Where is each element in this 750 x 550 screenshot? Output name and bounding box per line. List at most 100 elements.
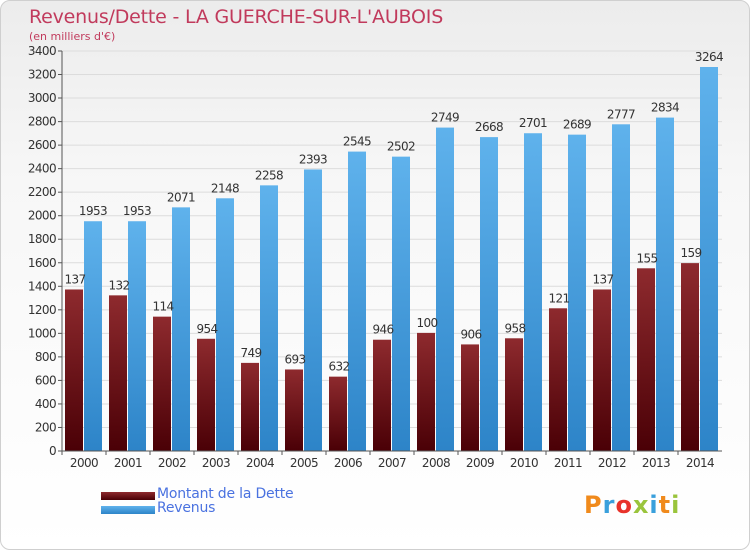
bar-dette [241,362,259,451]
bar-dette [681,263,699,451]
bar-dette [461,344,479,451]
value-label-revenus: 2502 [387,140,415,154]
value-label-dette: 155 [636,251,657,265]
value-label-dette: 946 [372,323,393,337]
value-label-dette: 954 [196,322,217,336]
bar-dette [549,308,567,451]
value-label-dette: 693 [284,352,305,366]
y-tick-label: 2600 [28,138,56,152]
value-label-revenus: 2689 [563,118,591,132]
value-label-revenus: 2749 [431,111,459,125]
value-labels: 1953 137 1953 132 2071 114 2148 954 2258 749 2393 6… [64,50,723,374]
axes: 0 200 400 600 800 1000 1200 1400 1600 1800 2000 220… [28,44,722,470]
y-tick-label: 2000 [28,209,56,223]
value-label-dette: 100 [416,316,437,330]
chart-title: Revenus/Dette - LA GUERCHE-SUR-L'AUBOIS [29,6,444,28]
logo-letter: i [671,491,681,519]
value-label-dette: 958 [504,321,525,335]
bar-dette [417,332,435,451]
x-tick-label: 2007 [378,456,406,470]
bar-revenus [304,169,322,451]
bar-revenus [568,134,586,451]
value-label-revenus: 2258 [255,168,283,182]
value-label-revenus: 2148 [211,181,239,195]
bar-dette [505,338,523,451]
logo-letter: i [649,491,659,519]
legend-swatch-revenue [101,506,155,514]
y-tick-label: 3000 [28,91,56,105]
value-label-revenus: 1953 [79,204,107,218]
bar-dette [109,295,127,451]
y-tick-label: 2200 [28,185,56,199]
value-label-dette: 137 [592,272,613,286]
bar-revenus [348,151,366,451]
value-label-revenus: 2834 [651,101,679,115]
legend-label-debt: Montant de la Dette [157,486,294,502]
y-tick-label: 2400 [28,162,56,176]
bar-revenus [128,221,146,451]
bar-dette [65,289,83,451]
value-label-dette: 121 [548,291,569,305]
y-tick-label: 1400 [28,279,56,293]
bar-dette [637,268,655,451]
bar-dette [197,338,215,451]
bar-revenus [480,137,498,451]
bar-revenus [216,198,234,451]
y-tick-label: 1200 [28,303,56,317]
y-tick-label: 1000 [28,326,56,340]
logo-letter: P [584,491,603,519]
x-tick-label: 2005 [290,456,318,470]
bar-revenus [172,207,190,451]
value-label-revenus: 3264 [695,50,723,64]
value-label-dette: 632 [328,360,349,374]
value-label-revenus: 2777 [607,107,635,121]
value-label-revenus: 2668 [475,120,503,134]
chart-subtitle: (en milliers d'€) [29,30,116,43]
x-tick-label: 2003 [202,456,230,470]
y-tick-label: 1800 [28,232,56,246]
logo-letter: o [615,491,633,519]
x-tick-label: 2011 [554,456,582,470]
legend-swatch-debt [101,492,155,500]
x-tick-label: 2008 [422,456,450,470]
bar-revenus [436,127,454,452]
bar-revenus [260,185,278,451]
bar-revenus [612,124,630,451]
bar-dette [373,339,391,451]
x-tick-label: 2001 [114,456,142,470]
y-tick-label: 2800 [28,115,56,129]
y-tick-label: 400 [35,397,56,411]
proxiti-logo: Proxiti [584,491,680,519]
bar-revenus [524,133,542,451]
value-label-dette: 137 [64,272,85,286]
legend-label-revenue: Revenus [157,500,216,516]
x-tick-label: 2010 [510,456,538,470]
y-tick-label: 800 [35,350,56,364]
y-tick-label: 200 [35,420,56,434]
bar-dette [153,316,171,451]
bar-dette [285,369,303,451]
x-tick-label: 2006 [334,456,362,470]
value-label-revenus: 2701 [519,116,547,130]
y-tick-label: 3400 [28,44,56,58]
bar-revenus [84,221,102,451]
value-label-revenus: 2071 [167,190,195,204]
bar-dette [329,376,347,451]
x-tick-label: 2009 [466,456,494,470]
logo-letter: r [602,491,616,519]
x-tick-label: 2000 [70,456,98,470]
x-tick-label: 2013 [642,456,670,470]
value-label-revenus: 2545 [343,135,371,149]
x-tick-label: 2014 [686,456,714,470]
bar-dette [593,289,611,451]
logo-letter: t [658,491,672,519]
x-tick-label: 2002 [158,456,186,470]
x-tick-label: 2004 [246,456,274,470]
value-label-revenus: 1953 [123,204,151,218]
bar-revenus [392,156,410,451]
value-label-dette: 114 [152,300,173,314]
value-label-dette: 906 [460,327,481,341]
y-tick-label: 0 [49,444,56,458]
